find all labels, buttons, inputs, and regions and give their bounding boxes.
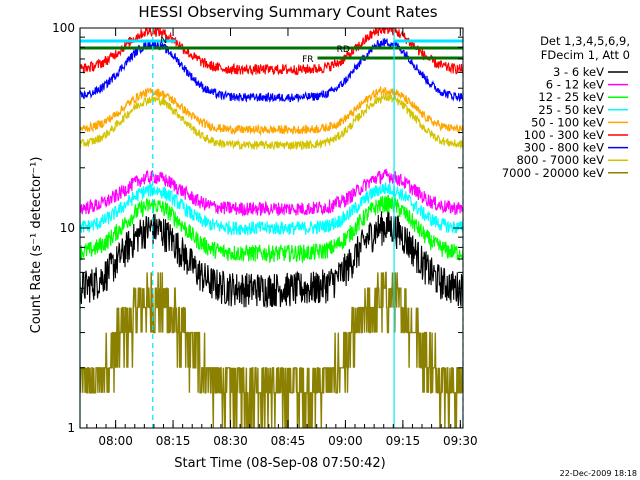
series-line-3 — [80, 182, 463, 237]
series-line-4 — [80, 85, 463, 137]
flag-annotation-0: N — [160, 36, 167, 46]
x-tick-label: 09:00 — [328, 434, 363, 448]
y-axis: 1 10 100 — [52, 21, 463, 435]
legend-label: 6 - 12 keV — [546, 78, 604, 92]
series-line-2 — [80, 194, 463, 264]
series-line-7 — [80, 91, 463, 151]
y-tick-label: 1 — [67, 421, 75, 435]
plot-area: N RD FR — [79, 28, 464, 428]
x-tick-label: 08:15 — [156, 434, 191, 448]
legend-label: 300 - 800 keV — [524, 141, 604, 155]
x-tick-label: 08:00 — [98, 434, 133, 448]
legend-label: 25 - 50 keV — [538, 103, 604, 117]
x-tick-label: 08:45 — [271, 434, 306, 448]
x-axis-label: Start Time (08-Sep-08 07:50:42) — [174, 456, 385, 471]
x-tick-label: 08:30 — [213, 434, 248, 448]
legend-label: 12 - 25 keV — [538, 90, 604, 104]
legend-header: Det 1,3,4,5,6,9, — [540, 34, 630, 48]
flag-annotation-2: FR — [302, 55, 313, 65]
legend-label: 50 - 100 keV — [531, 115, 604, 129]
x-tick-label: 09:30 — [443, 434, 478, 448]
legend-label: 7000 - 20000 keV — [502, 166, 604, 180]
legend: Det 1,3,4,5,6,9,FDecim 1, Att 0 3 - 6 keV… — [502, 34, 630, 180]
y-tick-label: 10 — [60, 221, 75, 235]
legend-label: 3 - 6 keV — [553, 65, 604, 79]
series-line-1 — [80, 168, 463, 217]
legend-label: 800 - 7000 keV — [516, 153, 604, 167]
legend-label: 100 - 300 keV — [524, 128, 604, 142]
series-line-0 — [80, 211, 463, 309]
flag-annotation-1: RD — [337, 45, 350, 55]
x-axis: 08:00 08:15 08:30 08:45 09:00 09:15 09:30 — [86, 28, 478, 448]
x-tick-label: 09:15 — [386, 434, 421, 448]
chart-title: HESSI Observing Summary Count Rates — [138, 3, 437, 21]
y-axis-label: Count Rate (s⁻¹ detector⁻¹) — [29, 157, 44, 334]
series-line-8 — [80, 271, 463, 428]
legend-header: FDecim 1, Att 0 — [541, 48, 630, 62]
series-line-5 — [80, 28, 463, 76]
timestamp: 22-Dec-2009 18:18 — [560, 469, 637, 478]
y-tick-label: 100 — [52, 21, 75, 35]
